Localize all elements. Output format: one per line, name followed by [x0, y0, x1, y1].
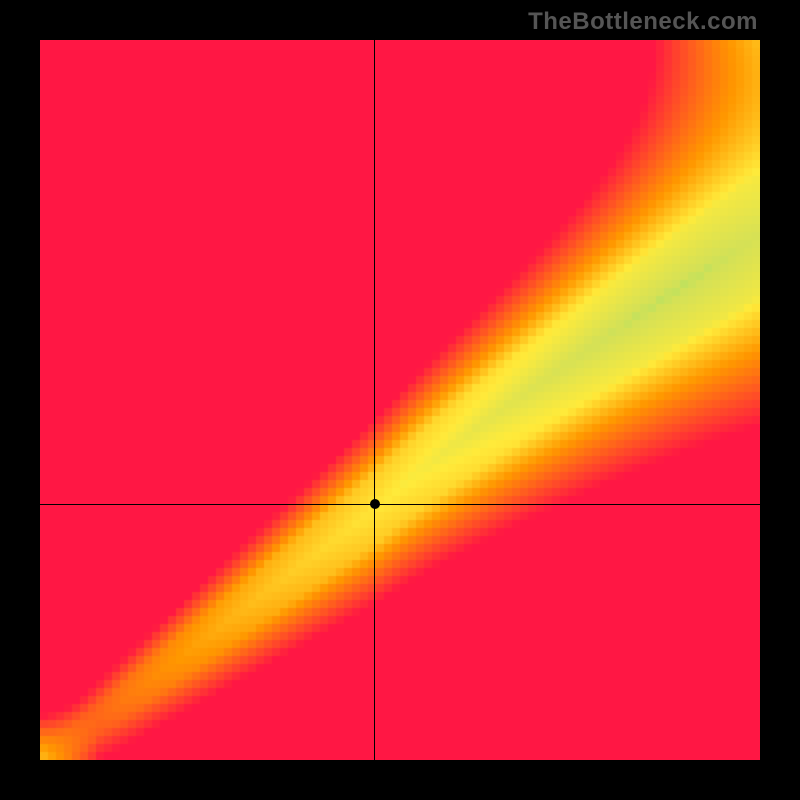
crosshair-vertical	[374, 40, 375, 760]
crosshair-horizontal	[40, 504, 760, 505]
heatmap-canvas	[40, 40, 760, 760]
watermark-label: TheBottleneck.com	[528, 8, 758, 36]
heatmap-plot	[40, 40, 760, 760]
chart-frame: { "canvas": { "width_px": 800, "height_p…	[0, 0, 800, 800]
